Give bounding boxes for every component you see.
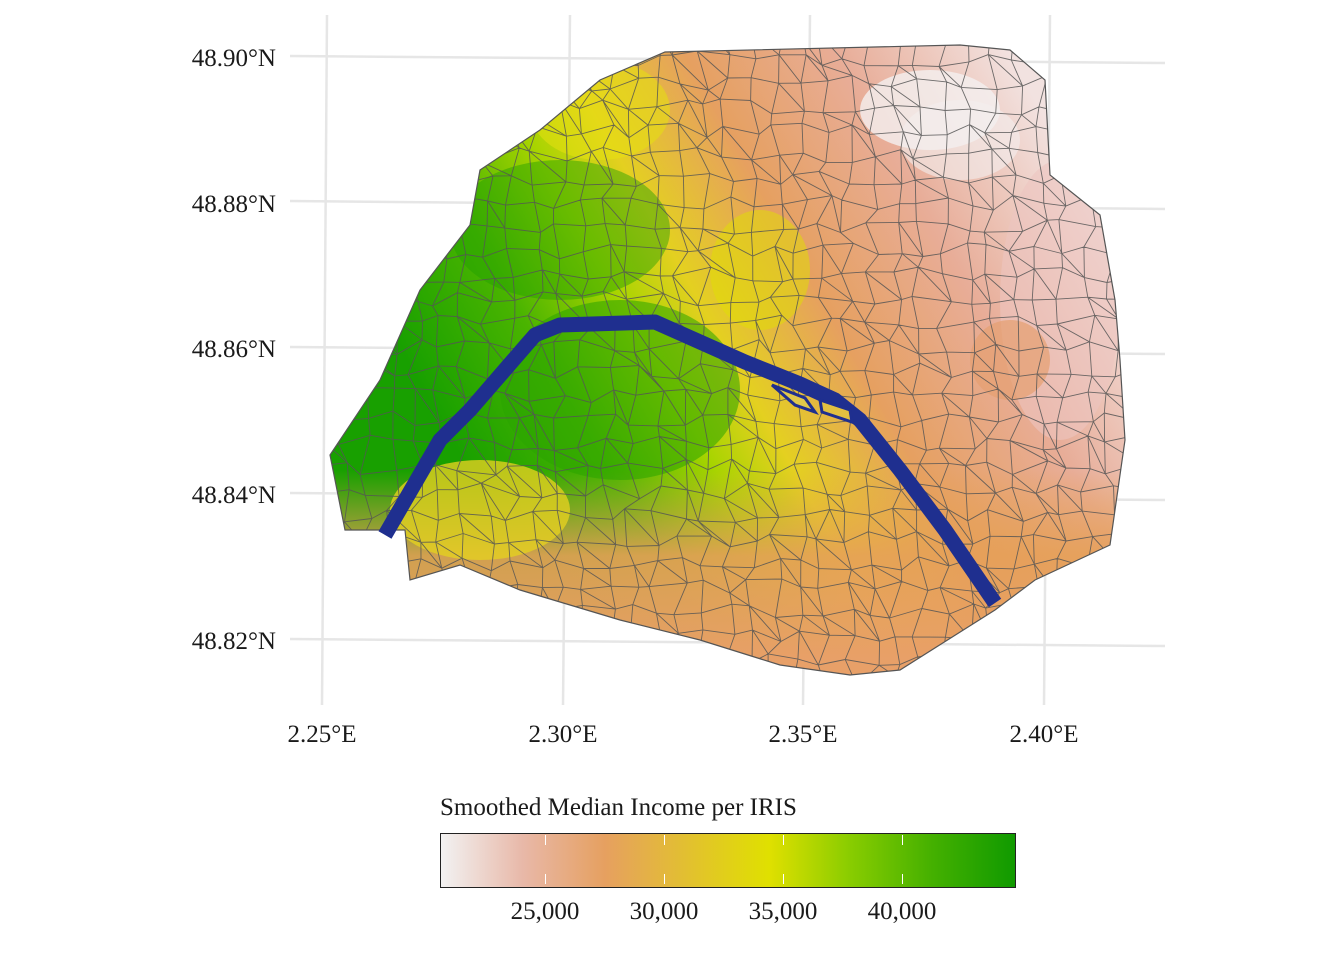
legend-label-35000: 35,000 <box>748 898 818 925</box>
legend-tick-30000 <box>664 835 665 845</box>
seine-river <box>378 314 1002 608</box>
legend-tick-40000-bottom <box>902 874 903 884</box>
legend-tick-35000 <box>783 835 784 845</box>
latitude-axis: 48.90°N 48.88°N 48.86°N 48.84°N 48.82°N <box>192 45 276 655</box>
legend-tick-30000-bottom <box>664 874 665 884</box>
lon-label-235: 2.35°E <box>768 721 837 748</box>
legend-colorbar <box>440 833 1016 888</box>
lat-label-4882: 48.82°N <box>192 628 276 655</box>
legend-tick-35000-bottom <box>783 874 784 884</box>
paris-iris-polygons <box>330 45 1125 675</box>
legend-label-30000: 30,000 <box>629 898 699 925</box>
lon-label-240: 2.40°E <box>1009 721 1078 748</box>
legend-tick-25000-bottom <box>545 874 546 884</box>
lat-label-4886: 48.86°N <box>192 336 276 363</box>
legend-tick-25000 <box>545 835 546 845</box>
longitude-axis: 2.25°E 2.30°E 2.35°E 2.40°E <box>287 721 1078 748</box>
paris-outline <box>329 44 1126 676</box>
lat-label-4888: 48.88°N <box>192 191 276 218</box>
lat-label-4884: 48.84°N <box>192 482 276 509</box>
lat-label-4890: 48.90°N <box>192 45 276 72</box>
ile-saint-louis <box>818 397 854 425</box>
legend-tick-40000 <box>902 835 903 845</box>
legend-title: Smoothed Median Income per IRIS <box>440 794 797 821</box>
legend-label-40000: 40,000 <box>867 898 937 925</box>
ile-de-la-cite <box>771 383 819 415</box>
legend-label-25000: 25,000 <box>510 898 580 925</box>
lon-label-230: 2.30°E <box>528 721 597 748</box>
lon-label-225: 2.25°E <box>287 721 356 748</box>
